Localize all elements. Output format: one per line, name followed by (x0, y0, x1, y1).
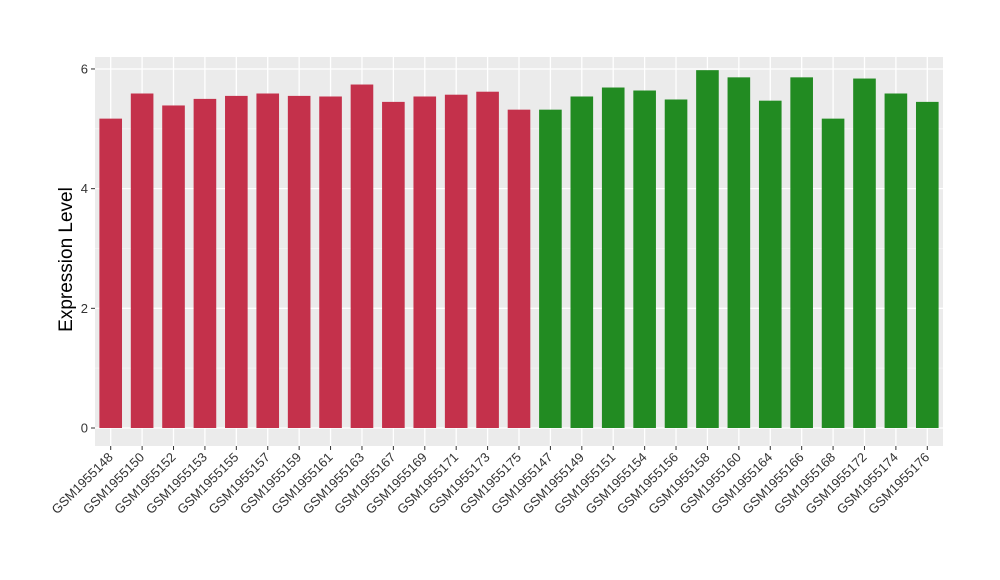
bar (696, 70, 719, 428)
bar (256, 93, 280, 428)
y-axis-title: Expression Level (56, 187, 77, 332)
bar (162, 105, 185, 428)
bar (601, 87, 625, 429)
bar (193, 98, 217, 429)
bar (570, 96, 594, 429)
x-axis: GSM1955148GSM1955150GSM1955152GSM1955153… (48, 446, 932, 517)
y-axis: 0 2 4 6 (81, 61, 95, 436)
bar (99, 118, 123, 428)
bar (633, 90, 656, 428)
bar (130, 93, 154, 428)
y-tick-label: 6 (81, 61, 88, 76)
bar (727, 77, 751, 429)
bar (664, 99, 688, 429)
bar (884, 93, 908, 428)
bar (319, 96, 342, 429)
bar (413, 96, 437, 429)
bar (382, 101, 405, 429)
bar (539, 109, 562, 428)
y-tick-label: 0 (81, 421, 88, 436)
y-tick-label: 4 (81, 181, 88, 196)
bar (476, 91, 499, 428)
bar (821, 118, 845, 428)
y-tick-label: 2 (81, 301, 88, 316)
bar (507, 109, 531, 428)
bar (287, 95, 311, 428)
bar (350, 84, 374, 428)
bars (99, 70, 939, 429)
bar (758, 100, 782, 429)
bar (444, 94, 468, 428)
bar (225, 95, 248, 428)
bar (853, 78, 876, 429)
bar (790, 77, 813, 429)
bar (915, 101, 939, 429)
